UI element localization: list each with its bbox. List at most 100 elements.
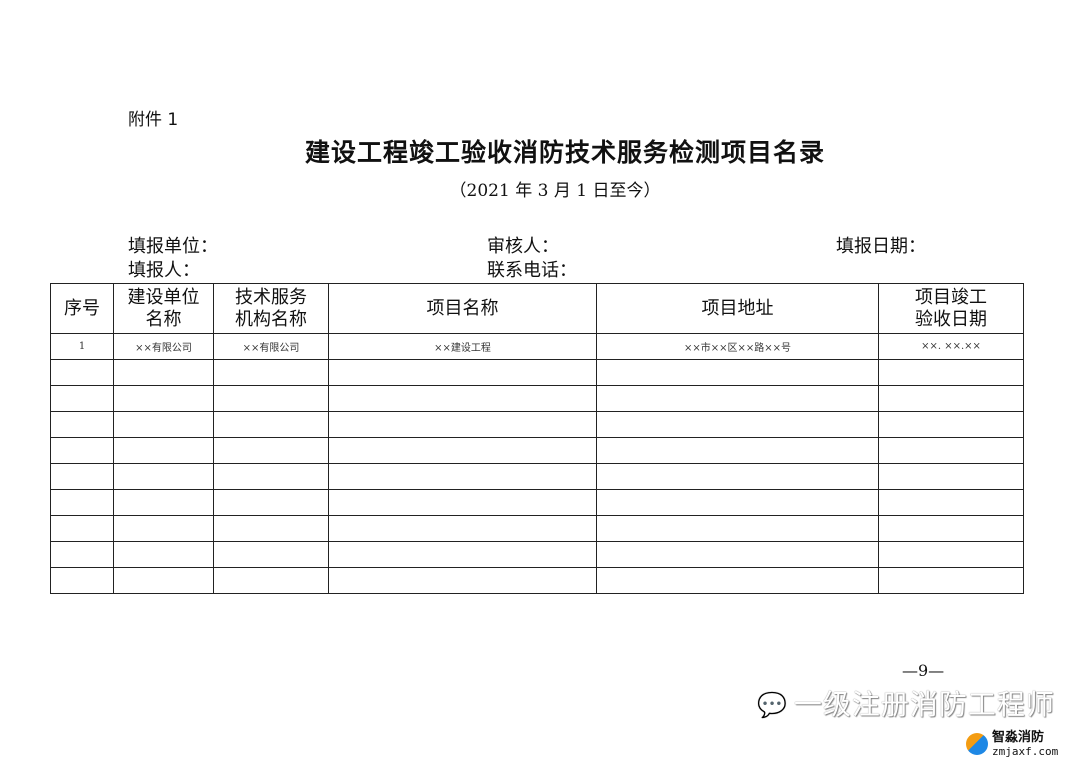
table-cell (328, 541, 597, 568)
table-cell (596, 567, 879, 594)
column-header-text: 项目竣工 (915, 286, 987, 308)
table-cell (596, 385, 879, 412)
table-cell (328, 437, 597, 464)
brand-logo: 智淼消防 zmjaxf.com (966, 730, 1058, 758)
brand-name: 智淼消防 (992, 730, 1045, 745)
table-row: 1 ××有限公司 ××有限公司 ××建设工程 ××市××区××路××号 ××. ××.×× (50, 333, 1024, 360)
table-cell (113, 463, 214, 490)
table-cell: ××建设工程 (328, 333, 597, 360)
table-cell (878, 385, 1024, 412)
table-cell (328, 515, 597, 542)
table-cell (213, 515, 329, 542)
table-cell (113, 515, 214, 542)
table-row (50, 437, 1024, 464)
table-cell (50, 463, 114, 490)
table-cell (878, 437, 1024, 464)
column-header: 建设单位 名称 (113, 283, 214, 334)
table-cell (596, 515, 879, 542)
table-cell (213, 489, 329, 516)
table-cell (328, 567, 597, 594)
table-cell (213, 359, 329, 386)
table-cell (113, 411, 214, 438)
table-row (50, 567, 1024, 594)
table-cell (50, 437, 114, 464)
watermark-text: 一级注册消防工程师 (793, 688, 1055, 721)
table-cell: ××有限公司 (213, 333, 329, 360)
table-cell (113, 541, 214, 568)
column-header-text: 名称 (145, 308, 182, 330)
column-header-text: 项目名称 (426, 297, 499, 319)
table-cell (878, 463, 1024, 490)
table-cell (213, 437, 329, 464)
table-cell (213, 567, 329, 594)
column-header-text: 建设单位 (127, 286, 200, 308)
table-cell (328, 411, 597, 438)
table-cell (213, 463, 329, 490)
project-list-table: 序号 建设单位 名称 技术服务 机构名称 项目名称 项目地址 项目竣工 验收日期 1 ××有限公司… (50, 283, 1024, 594)
column-header-text: 序号 (64, 297, 100, 319)
reviewer-label: 审核人： (487, 236, 559, 257)
table-cell (328, 489, 597, 516)
table-cell (213, 411, 329, 438)
table-cell (113, 385, 214, 412)
table-cell (50, 411, 114, 438)
table-cell (596, 463, 879, 490)
table-cell: ××市××区××路××号 (596, 333, 879, 360)
table-cell: ××有限公司 (113, 333, 214, 360)
table-row (50, 515, 1024, 542)
table-row (50, 411, 1024, 438)
table-cell (213, 541, 329, 568)
column-header: 项目竣工 验收日期 (878, 283, 1024, 334)
table-cell (213, 385, 329, 412)
table-cell (50, 515, 114, 542)
table-cell (878, 359, 1024, 386)
column-header-text: 项目地址 (701, 297, 774, 319)
table-cell (50, 541, 114, 568)
phone-label: 联系电话： (487, 260, 577, 281)
fill-date-label: 填报日期： (836, 236, 926, 257)
table-row (50, 489, 1024, 516)
table-cell (113, 489, 214, 516)
brand-logo-icon (966, 733, 988, 755)
table-cell (328, 359, 597, 386)
table-cell (878, 489, 1024, 516)
table-cell (113, 437, 214, 464)
column-header-text: 机构名称 (235, 308, 307, 330)
table-cell (328, 385, 597, 412)
table-cell (50, 359, 114, 386)
table-cell (878, 411, 1024, 438)
date-range-subtitle: （2021 年 3 月 1 日至今） (449, 181, 661, 201)
table-cell: ××. ××.×× (878, 333, 1024, 360)
table-cell (596, 359, 879, 386)
fill-unit-label: 填报单位： (128, 236, 218, 257)
page-number: —9— (902, 661, 945, 680)
table-row (50, 541, 1024, 568)
table-header-row: 序号 建设单位 名称 技术服务 机构名称 项目名称 项目地址 项目竣工 验收日期 (50, 283, 1024, 334)
wechat-icon: 💬 (757, 691, 788, 719)
table-row (50, 463, 1024, 490)
table-cell (50, 489, 114, 516)
table-cell: 1 (50, 333, 114, 360)
table-row (50, 359, 1024, 386)
column-header: 技术服务 机构名称 (213, 283, 329, 334)
table-cell (878, 541, 1024, 568)
table-row (50, 385, 1024, 412)
column-header: 序号 (50, 283, 114, 334)
column-header-text: 技术服务 (235, 286, 307, 308)
table-cell (596, 541, 879, 568)
table-cell (878, 567, 1024, 594)
table-cell (596, 489, 879, 516)
table-cell (50, 385, 114, 412)
filler-label: 填报人： (128, 260, 200, 281)
column-header: 项目地址 (596, 283, 879, 334)
page-title: 建设工程竣工验收消防技术服务检测项目名录 (304, 138, 825, 167)
table-cell (328, 463, 597, 490)
watermark: 💬 一级注册消防工程师 (757, 690, 1055, 720)
attachment-label: 附件 1 (128, 110, 179, 130)
column-header-text: 验收日期 (915, 308, 987, 330)
column-header: 项目名称 (328, 283, 597, 334)
table-cell (596, 437, 879, 464)
brand-url: zmjaxf.com (992, 745, 1059, 758)
table-cell (596, 411, 879, 438)
table-cell (50, 567, 114, 594)
